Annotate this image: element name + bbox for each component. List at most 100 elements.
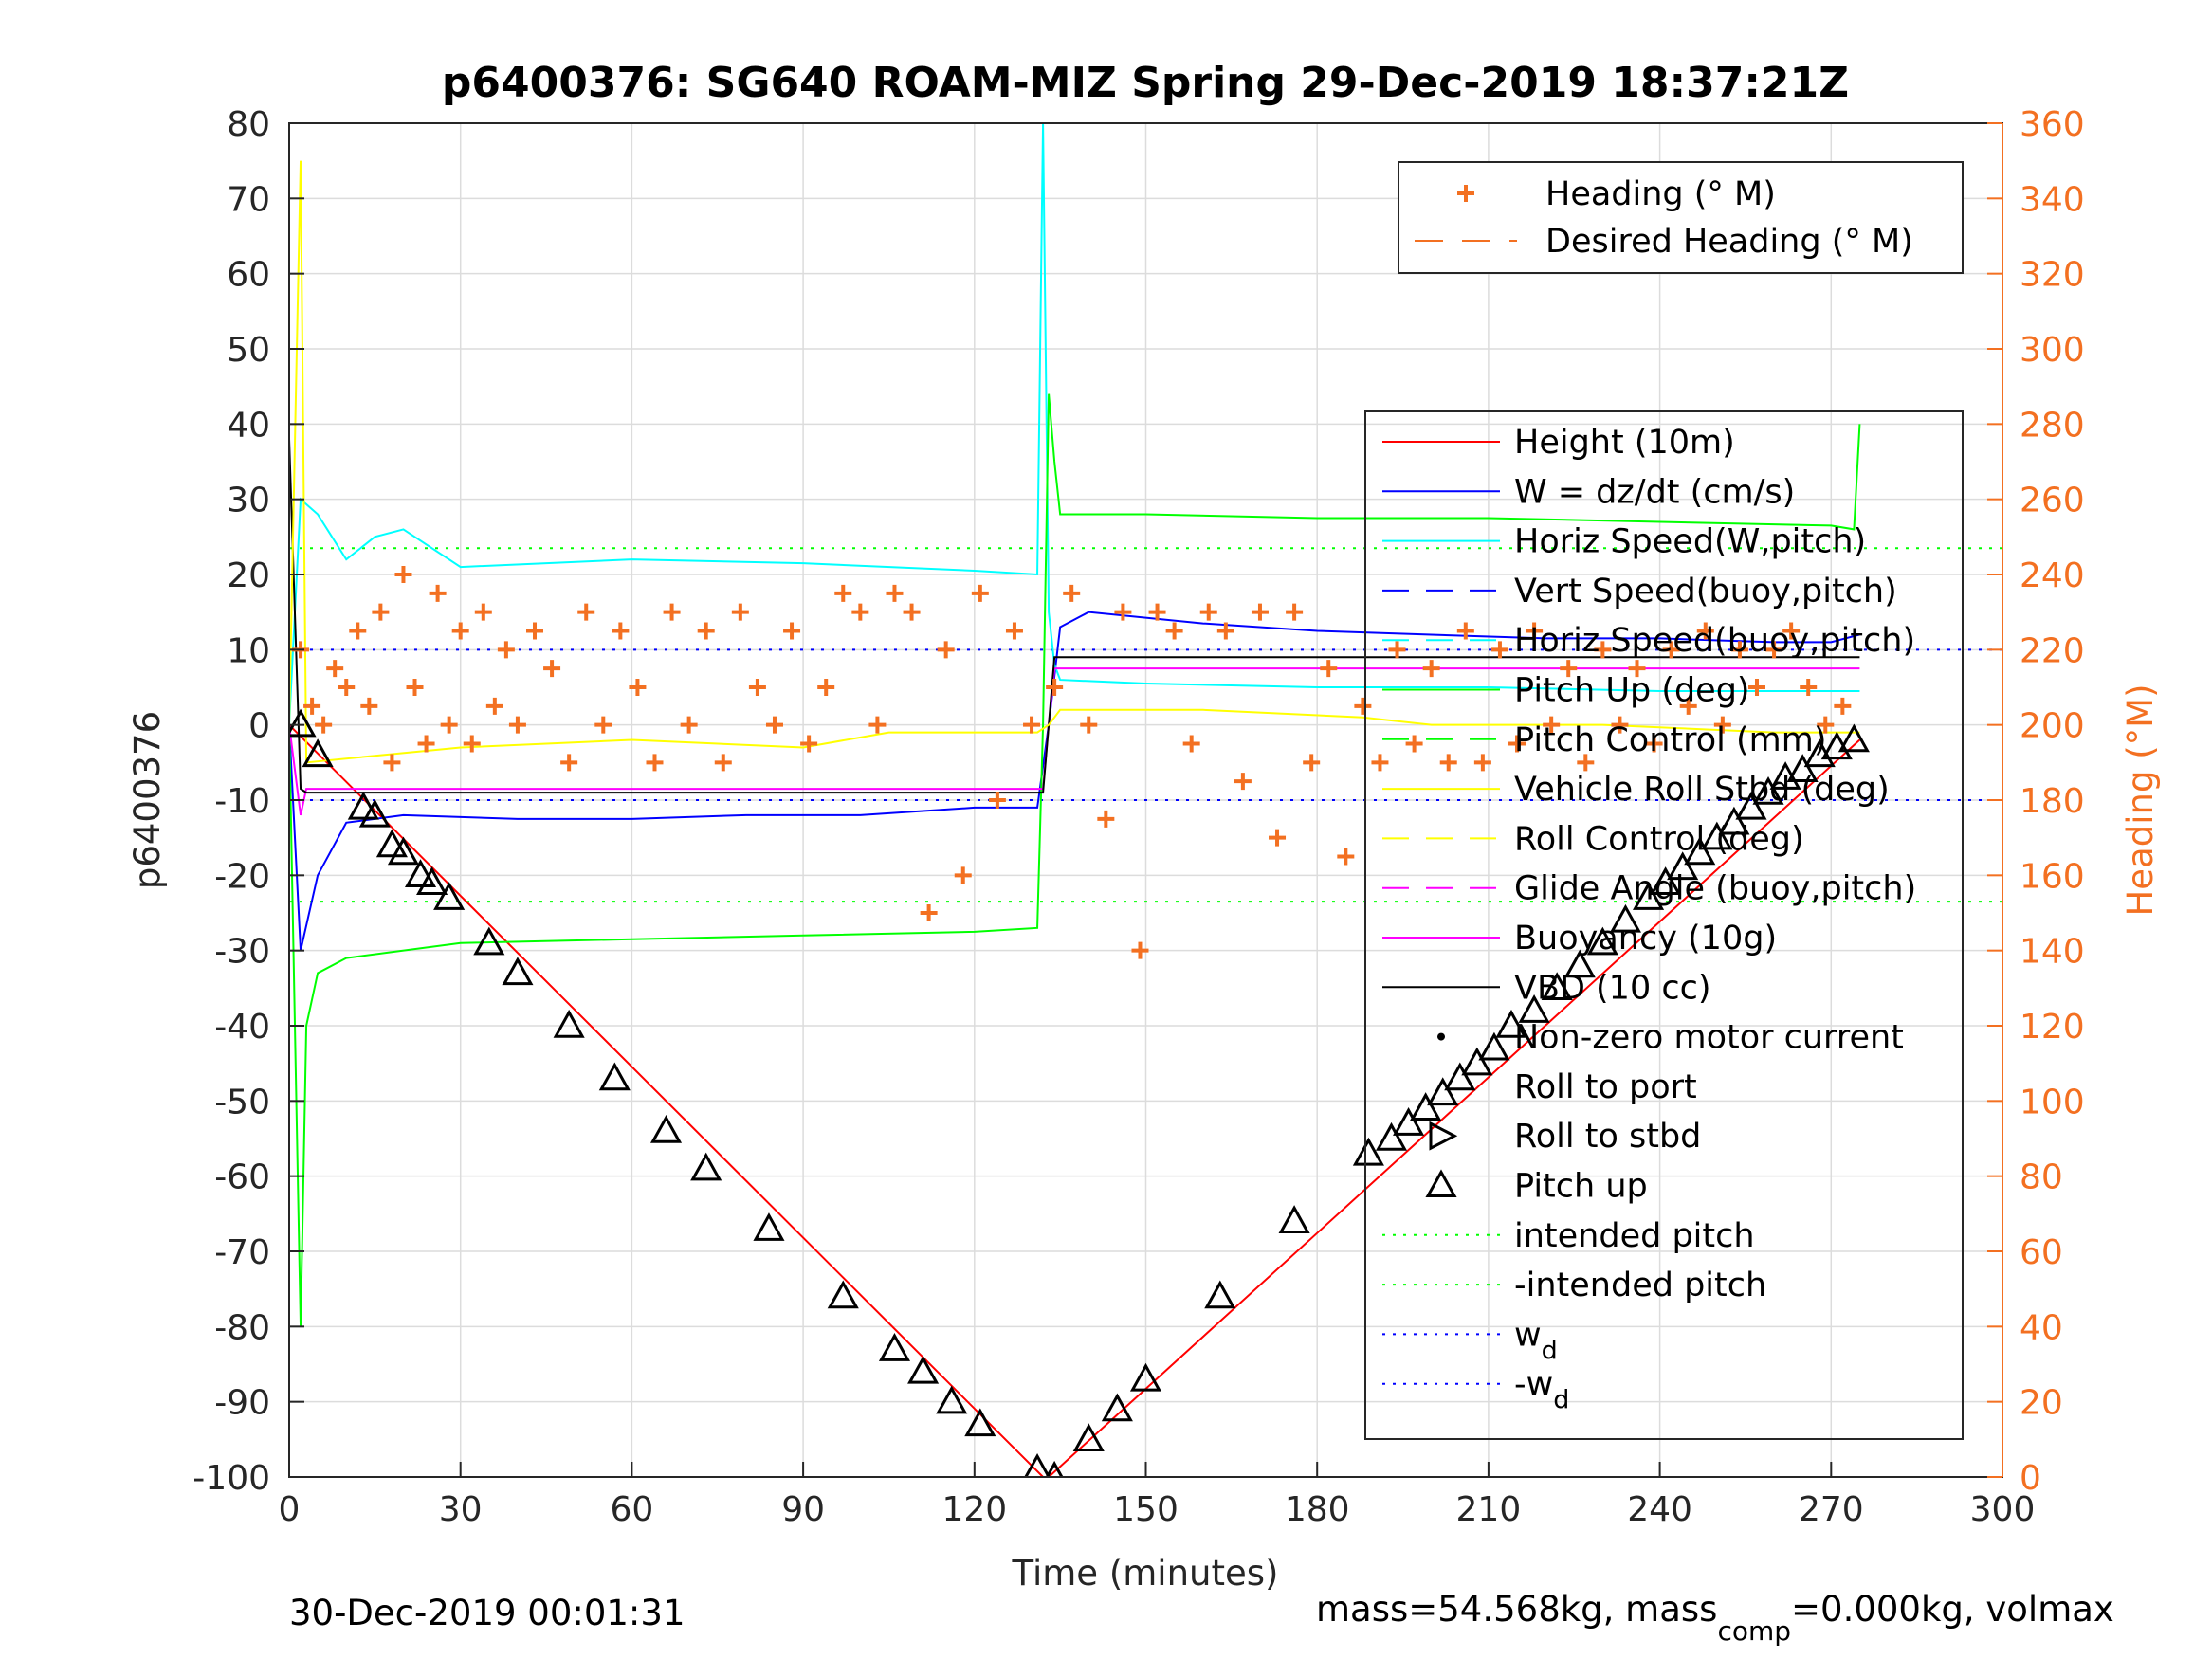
heading-point xyxy=(326,660,344,678)
footer-timestamp: 30-Dec-2019 00:01:31 xyxy=(289,1593,685,1633)
heading-points xyxy=(292,566,1852,959)
series-line xyxy=(289,160,1860,764)
series-line xyxy=(289,439,1860,794)
pitch-up-marker xyxy=(1563,949,1596,978)
y-tick-label: 60 xyxy=(227,256,270,295)
heading-point xyxy=(594,716,612,734)
legend-label: W = dz/dt (cm/s) xyxy=(1514,473,1795,511)
heading-point xyxy=(1269,829,1287,847)
heading-point xyxy=(1526,622,1544,640)
pitch-up-marker xyxy=(1478,1031,1510,1061)
legend-label: Pitch Control (mm) xyxy=(1514,721,1826,759)
series-line xyxy=(289,123,1860,725)
heading-point xyxy=(485,697,503,715)
pitch-up-marker xyxy=(1586,926,1618,956)
heading-point xyxy=(1679,697,1697,715)
y-right-tick-label: 240 xyxy=(2020,556,2085,595)
pitch-up-marker xyxy=(433,882,466,910)
heading-point xyxy=(1456,622,1474,640)
heading-point xyxy=(868,716,887,734)
heading-point xyxy=(560,754,578,772)
heading-point xyxy=(1388,641,1406,659)
heading-point xyxy=(1560,660,1578,678)
heading-point xyxy=(1216,622,1234,640)
y-right-tick-label: 180 xyxy=(2020,782,2085,821)
legend-label: Height (10m) xyxy=(1514,424,1735,462)
y-right-tick-label: 120 xyxy=(2020,1008,2085,1047)
pitch-up-marker xyxy=(1518,994,1550,1023)
pitch-up-marker xyxy=(347,791,379,820)
legend-main: Height (10m) W = dz/dt (cm/s) Horiz Speed(… xyxy=(1364,410,1964,1440)
heading-point xyxy=(463,735,481,753)
heading-point xyxy=(1320,660,1338,678)
heading-point xyxy=(543,660,561,678)
pitch-up-marker xyxy=(473,926,505,956)
chart-title: p6400376: SG640 ROAM-MIZ Spring 29-Dec-2… xyxy=(442,59,1849,107)
x-tick-label: 120 xyxy=(941,1490,1007,1529)
y-tick-label: 20 xyxy=(227,556,270,595)
heading-point xyxy=(714,754,732,772)
y-right-tick-label: 280 xyxy=(2020,406,2085,445)
heading-point xyxy=(765,716,783,734)
axes: 0 30 60 90 120 150 180 210 240 270 300807060504030… xyxy=(192,105,2084,1529)
pitch-up-marker xyxy=(1609,903,1642,933)
legend-label: -wd xyxy=(1514,1366,1569,1415)
heading-point xyxy=(372,603,390,621)
heading-point xyxy=(1594,641,1612,659)
y-right-tick-label: 160 xyxy=(2020,857,2085,896)
y-tick-label: -70 xyxy=(214,1233,270,1272)
legend-label: Roll Control (deg) xyxy=(1514,820,1804,858)
heading-point xyxy=(1337,848,1355,866)
heading-point xyxy=(663,603,681,621)
heading-point xyxy=(1097,810,1115,828)
heading-point xyxy=(1354,697,1372,715)
legend-label: VBD (10 cc) xyxy=(1514,969,1711,1007)
legend-label: Buoyancy (10g) xyxy=(1514,920,1777,957)
pitch-up-marker xyxy=(502,957,534,986)
heading-point xyxy=(1422,660,1440,678)
pitch-up-marker xyxy=(1045,1460,1064,1477)
heading-point xyxy=(1005,622,1023,640)
pitch-up-marker xyxy=(1667,851,1699,881)
pitch-up-marker xyxy=(1650,866,1682,895)
heading-point xyxy=(1439,754,1457,772)
y-right-tick-label: 360 xyxy=(2020,105,2085,144)
heading-point xyxy=(1165,622,1183,640)
heading-point xyxy=(315,716,333,734)
heading-point xyxy=(1286,603,1304,621)
heading-point xyxy=(886,584,904,602)
pitch-up-marker xyxy=(907,1355,940,1384)
heading-point xyxy=(1182,735,1200,753)
y-right-tick-label: 40 xyxy=(2020,1308,2063,1347)
pitch-up-marker xyxy=(1278,1205,1310,1233)
y-tick-label: -50 xyxy=(214,1083,270,1121)
x-tick-label: 90 xyxy=(781,1490,825,1529)
heading-point xyxy=(1628,660,1646,678)
pitch-up-marker xyxy=(690,1152,722,1181)
heading-point xyxy=(1148,603,1166,621)
pitch-up-marker xyxy=(1352,1137,1384,1166)
heading-point xyxy=(1473,754,1491,772)
heading-point xyxy=(1063,584,1081,602)
heading-point xyxy=(1303,754,1321,772)
legend-label: wd xyxy=(1514,1316,1558,1365)
reference-lines xyxy=(289,547,2002,903)
pitch-up-marker xyxy=(1410,1092,1442,1121)
heading-point xyxy=(817,679,835,696)
x-tick-label: 30 xyxy=(439,1490,483,1529)
heading-point xyxy=(577,603,595,621)
heading-point xyxy=(1645,735,1663,753)
y-tick-label: -30 xyxy=(214,933,270,972)
y-right-tick-label: 260 xyxy=(2020,482,2085,520)
heading-point xyxy=(383,754,401,772)
y-right-tick-label: 140 xyxy=(2020,933,2085,972)
heading-point xyxy=(1251,603,1269,621)
pitch-up-marker xyxy=(1204,1280,1236,1309)
pitch-up-marker xyxy=(404,859,437,888)
pitch-up-marker xyxy=(289,708,317,738)
heading-point xyxy=(1730,641,1748,659)
heading-point xyxy=(612,622,630,640)
heading-point xyxy=(851,603,869,621)
series-line xyxy=(289,393,1861,1327)
pitch-up-marker xyxy=(1752,775,1784,805)
